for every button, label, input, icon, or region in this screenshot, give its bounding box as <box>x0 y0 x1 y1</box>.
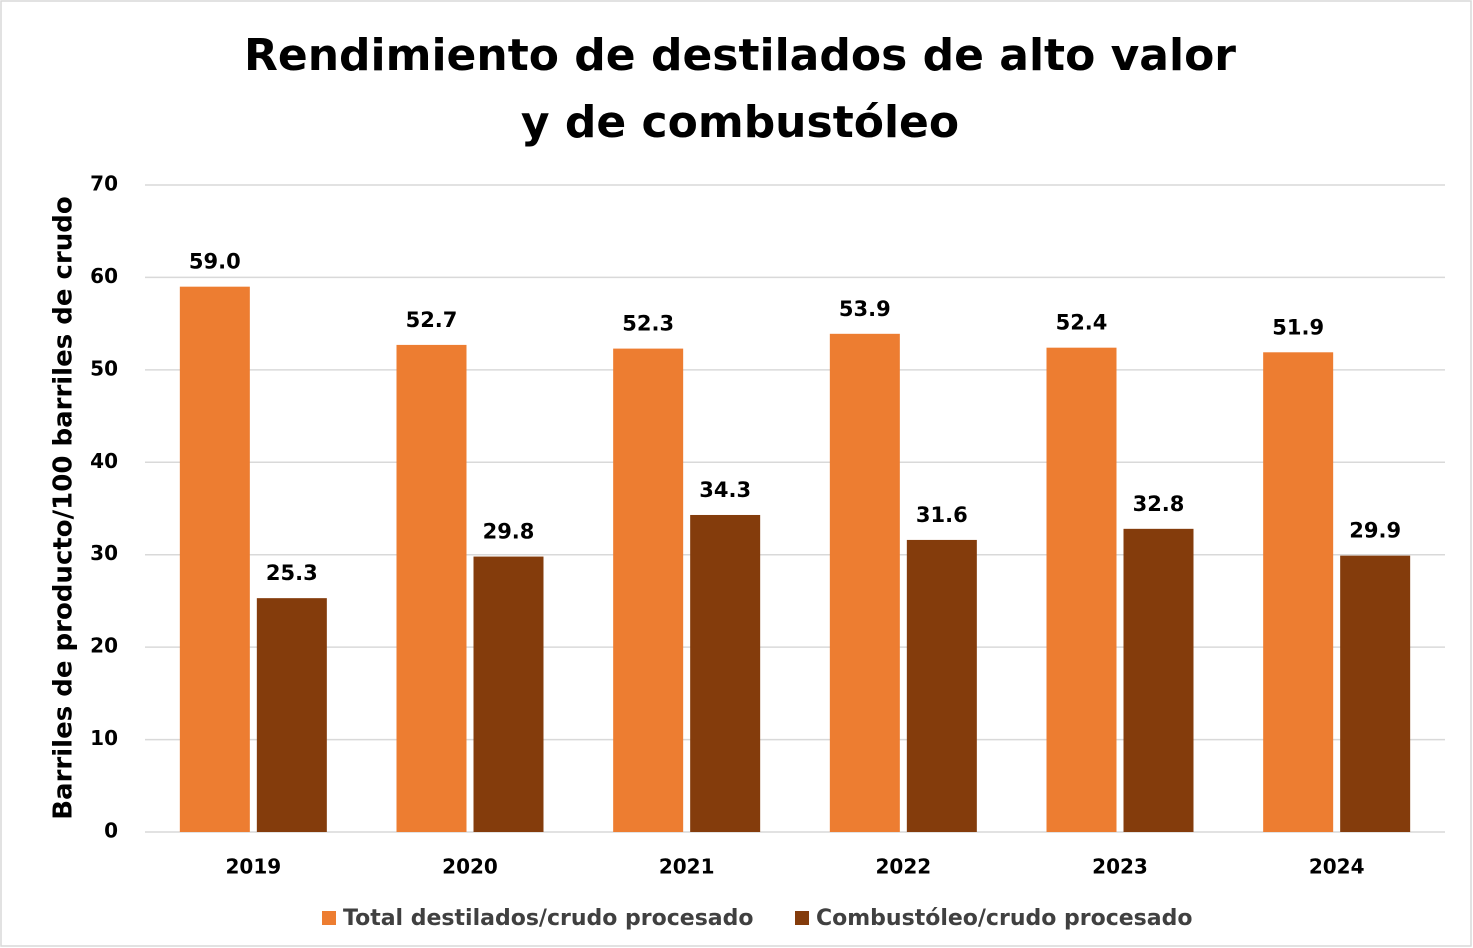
data-label: 29.9 <box>1349 519 1401 543</box>
y-tick-label: 70 <box>90 172 118 196</box>
x-tick-label: 2023 <box>1092 855 1148 879</box>
bar <box>690 514 761 832</box>
chart-title: y de combustóleo <box>521 97 959 148</box>
data-label: 31.6 <box>916 503 968 527</box>
bar <box>1263 352 1334 832</box>
bar <box>906 539 977 832</box>
bar <box>473 556 544 832</box>
y-tick-label: 30 <box>90 541 118 565</box>
data-label: 52.3 <box>622 312 674 336</box>
y-tick-label: 40 <box>90 449 118 473</box>
bar <box>829 333 900 832</box>
legend-swatch <box>795 911 809 925</box>
data-label: 59.0 <box>189 250 241 274</box>
x-tick-label: 2024 <box>1309 855 1365 879</box>
data-label: 32.8 <box>1133 492 1185 516</box>
bar <box>613 348 684 832</box>
y-tick-label: 20 <box>90 634 118 658</box>
data-label: 51.9 <box>1272 315 1324 339</box>
y-tick-label: 60 <box>90 264 118 288</box>
bar <box>1340 555 1411 832</box>
legend-swatch <box>322 911 336 925</box>
y-axis-label: Barriles de producto/100 barriles de cru… <box>49 196 79 820</box>
x-tick-label: 2019 <box>225 855 281 879</box>
data-label: 52.7 <box>406 308 458 332</box>
y-tick-label: 10 <box>90 726 118 750</box>
x-tick-label: 2021 <box>659 855 715 879</box>
bar <box>256 598 327 832</box>
bar <box>179 286 250 833</box>
y-tick-label: 0 <box>104 819 118 843</box>
bar <box>396 344 467 832</box>
x-tick-label: 2020 <box>442 855 498 879</box>
bar <box>1046 347 1117 832</box>
data-label: 53.9 <box>839 297 891 321</box>
data-label: 25.3 <box>266 561 318 585</box>
x-tick-label: 2022 <box>875 855 931 879</box>
data-label: 52.4 <box>1056 311 1108 335</box>
legend-label: Total destilados/crudo procesado <box>343 906 754 931</box>
legend-label: Combustóleo/crudo procesado <box>816 906 1192 931</box>
data-label: 29.8 <box>483 520 535 544</box>
data-label: 34.3 <box>699 478 751 502</box>
chart-title: Rendimiento de destilados de alto valor <box>244 30 1236 81</box>
y-tick-label: 50 <box>90 356 118 380</box>
bar <box>1123 528 1194 832</box>
